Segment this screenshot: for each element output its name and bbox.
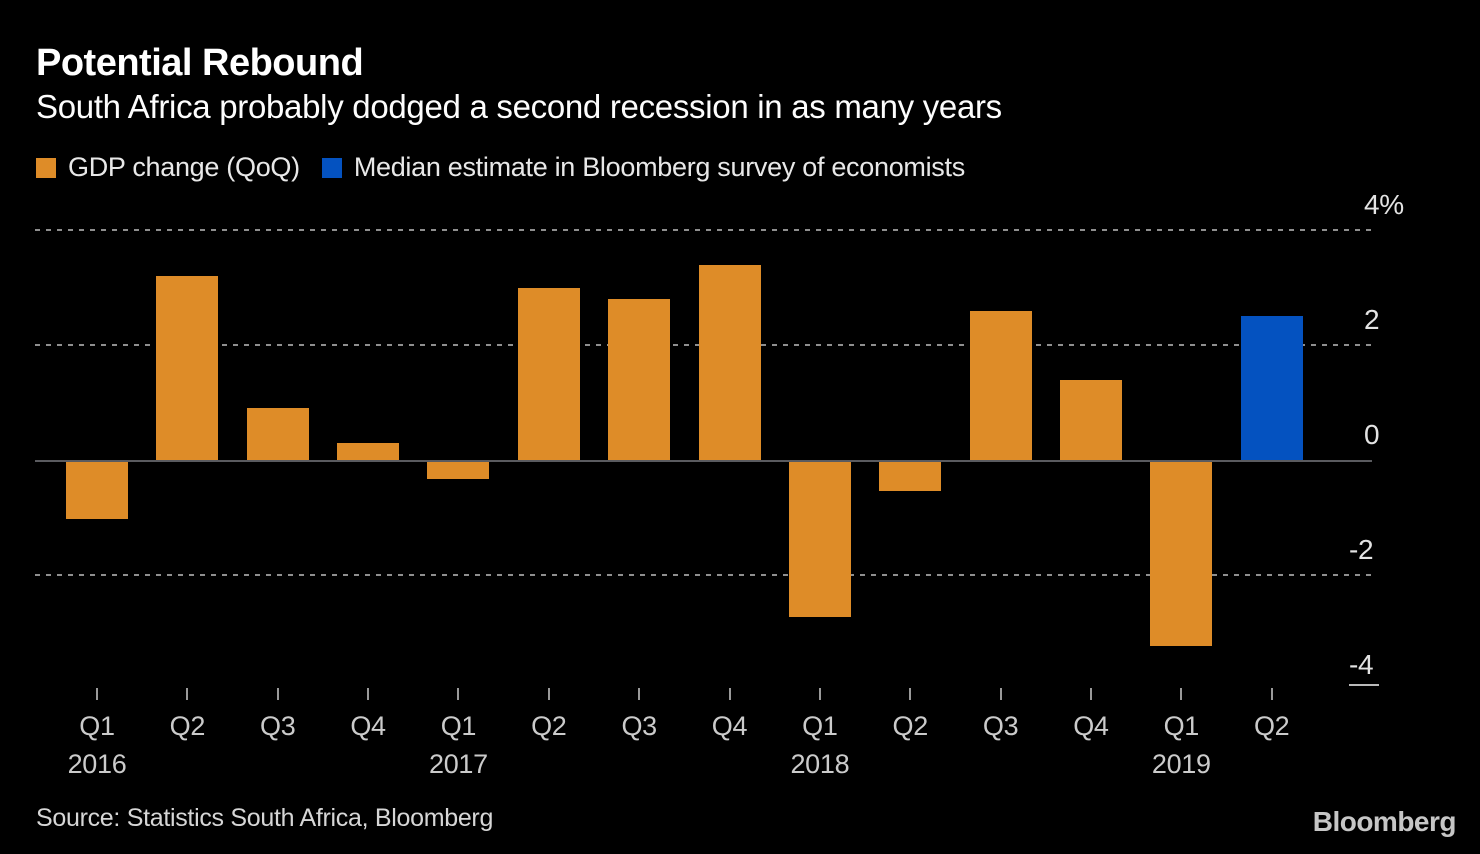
- source-note: Source: Statistics South Africa, Bloombe…: [36, 804, 494, 832]
- bar-q3-2017: [608, 299, 671, 460]
- blue-swatch-icon: [321, 157, 342, 178]
- y-tick-label-2: 2: [1364, 304, 1380, 336]
- legend-item-estimate: Median estimate in Bloomberg survey of e…: [321, 152, 965, 183]
- zero-axis-line: [35, 460, 1372, 462]
- x-tick-q1-2016: [96, 688, 98, 700]
- x-tick-q3-2016: [276, 688, 279, 700]
- bar-q2-2018: [879, 462, 942, 491]
- x-label-q4-2016: Q4: [350, 711, 386, 741]
- x-tick-q2-2019: [1270, 688, 1273, 700]
- gridline--2: [35, 573, 1372, 576]
- x-year-2018: 2018: [790, 749, 850, 779]
- y-tick-label-0: 0: [1364, 419, 1380, 450]
- orange-swatch-icon: [36, 157, 56, 178]
- x-tick-q1-2018: [818, 688, 821, 700]
- x-tick-q2-2018: [909, 688, 912, 700]
- x-tick-q3-2017: [638, 688, 641, 700]
- bar-q1-2016: [66, 462, 128, 520]
- x-label-q1-2016: Q1: [79, 711, 115, 741]
- bar-q4-2017: [698, 264, 761, 460]
- x-tick-q4-2018: [1089, 688, 1092, 700]
- x-label-q2-2019: Q2: [1253, 711, 1290, 741]
- x-label-q2-2017: Q2: [531, 711, 567, 741]
- x-tick-q4-2017: [728, 688, 731, 700]
- bloomberg-logo: Bloomberg: [1312, 806, 1457, 837]
- x-label-q4-2017: Q4: [711, 711, 748, 741]
- x-tick-q2-2016: [186, 688, 189, 700]
- x-tick-q1-2017: [457, 688, 460, 700]
- x-label-q3-2016: Q3: [260, 711, 296, 741]
- x-year-2016: 2016: [67, 749, 127, 779]
- x-label-q4-2018: Q4: [1073, 711, 1109, 741]
- bar-q3-2016: [246, 408, 309, 460]
- x-tick-q2-2017: [547, 688, 550, 700]
- y-tick-label--2: -2: [1349, 533, 1374, 565]
- bar-q2-2016: [156, 276, 219, 460]
- x-year-2017: 2017: [429, 749, 488, 779]
- gridline-4: [35, 229, 1372, 232]
- bar-q1-2018: [788, 462, 851, 618]
- x-label-q3-2018: Q3: [982, 711, 1019, 741]
- x-label-q1-2018: Q1: [802, 711, 838, 741]
- bar-q2-2019-estimate: [1240, 316, 1303, 460]
- bar-q3-2018: [969, 310, 1032, 460]
- x-year-2019: 2019: [1151, 749, 1211, 779]
- legend-label-gdp: GDP change (QoQ): [68, 152, 300, 182]
- legend-label-estimate: Median estimate in Bloomberg survey of e…: [353, 152, 965, 182]
- x-label-q2-2018: Q2: [892, 711, 929, 741]
- legend-item-gdp: GDP change (QoQ): [36, 152, 300, 183]
- bar-q2-2017: [517, 287, 580, 460]
- x-tick-q4-2016: [367, 688, 370, 700]
- bar-q4-2018: [1059, 379, 1122, 460]
- axis-end-dash: [1349, 683, 1379, 686]
- chart-subtitle: South Africa probably dodged a second re…: [36, 88, 1002, 125]
- x-label-q1-2017: Q1: [440, 711, 477, 741]
- y-tick-label--4: -4: [1349, 648, 1374, 680]
- bar-q1-2017: [427, 462, 490, 480]
- x-tick-q3-2018: [999, 688, 1002, 700]
- x-label-q1-2019: Q1: [1163, 711, 1200, 741]
- bar-q4-2016: [337, 442, 400, 460]
- x-tick-q1-2019: [1180, 688, 1183, 700]
- x-label-q2-2016: Q2: [169, 711, 206, 741]
- bar-q1-2019: [1150, 462, 1213, 646]
- legend: GDP change (QoQ) Median estimate in Bloo…: [36, 152, 987, 183]
- y-tick-label-4: 4%: [1364, 189, 1404, 221]
- x-label-q3-2017: Q3: [621, 711, 657, 741]
- chart-title: Potential Rebound: [36, 42, 364, 84]
